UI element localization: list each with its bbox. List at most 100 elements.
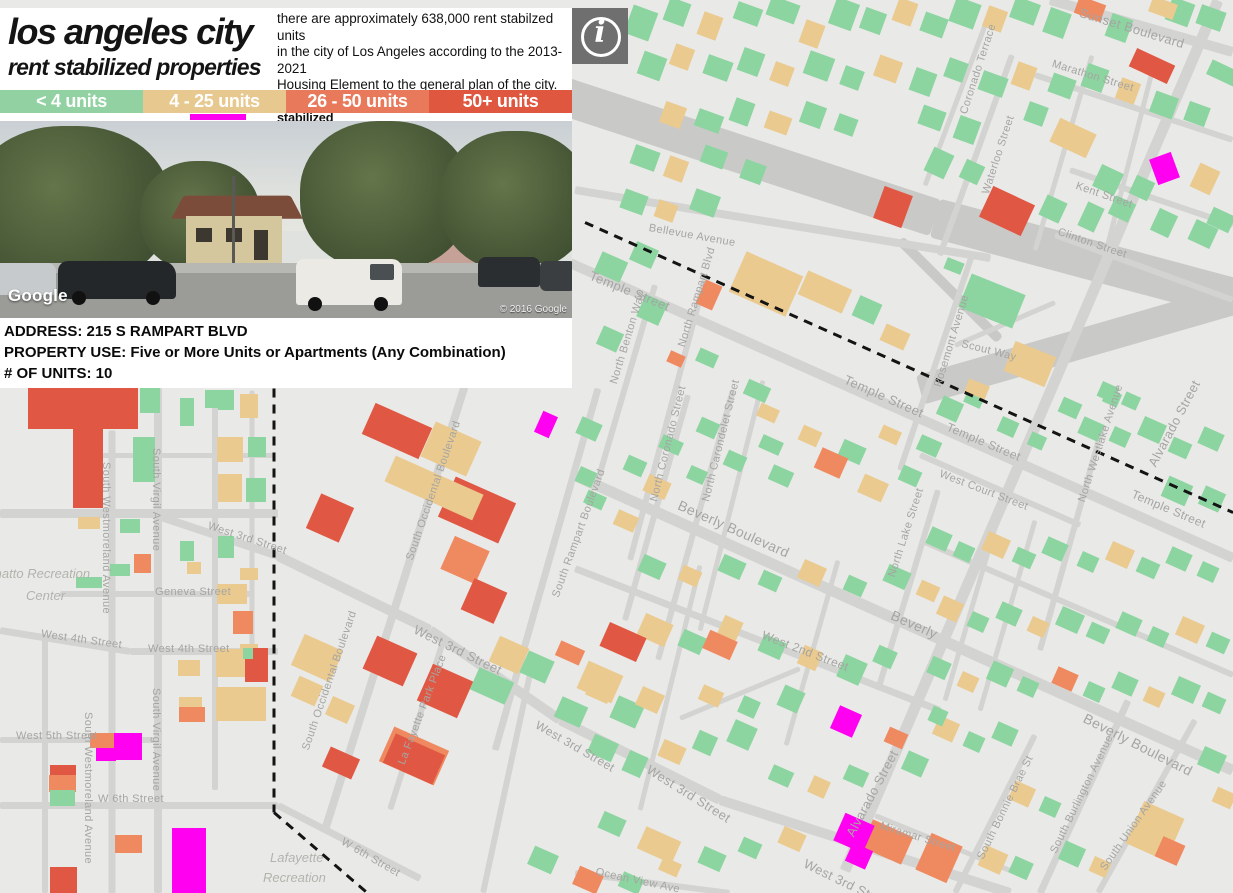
parcel[interactable] [1049,117,1097,159]
parcel[interactable] [28,387,138,429]
parcel[interactable] [440,535,490,585]
parcel[interactable] [180,541,194,561]
parcel[interactable] [629,144,661,172]
parcel[interactable] [597,810,627,838]
parcel[interactable] [797,424,823,448]
parcel[interactable] [636,826,682,864]
parcel[interactable] [802,50,836,82]
parcel[interactable] [218,536,234,558]
parcel[interactable] [851,295,883,325]
parcel[interactable] [460,578,508,624]
parcel[interactable] [996,416,1020,438]
parcel[interactable] [305,493,355,543]
parcel[interactable] [943,257,965,275]
parcel[interactable] [763,110,793,136]
parcel[interactable] [637,553,667,581]
parcel[interactable] [243,648,253,659]
highlighted-parcel[interactable] [96,748,116,761]
parcel[interactable] [857,473,889,503]
highlighted-parcel[interactable] [829,705,863,738]
parcel[interactable] [736,46,766,78]
parcel[interactable] [662,0,692,28]
parcel[interactable] [758,434,784,456]
parcel[interactable] [1038,796,1062,818]
parcel[interactable] [697,845,727,873]
parcel[interactable] [1205,631,1231,655]
parcel[interactable] [1135,556,1161,580]
parcel[interactable] [180,398,194,426]
parcel[interactable] [995,601,1023,627]
parcel[interactable] [1042,7,1072,39]
parcel[interactable] [140,387,160,413]
parcel[interactable] [1077,201,1105,233]
parcel[interactable] [240,394,258,418]
parcel[interactable] [915,579,941,603]
parcel[interactable] [872,54,904,84]
parcel[interactable] [797,270,853,314]
parcel[interactable] [1023,101,1049,127]
highlighted-parcel[interactable] [172,828,206,893]
parcel[interactable] [218,390,234,410]
parcel[interactable] [179,697,202,707]
parcel[interactable] [956,671,980,693]
parcel[interactable] [576,660,624,704]
parcel[interactable] [728,251,804,317]
parcel[interactable] [1076,551,1100,573]
parcel[interactable] [110,564,130,576]
parcel[interactable] [728,97,756,127]
parcel[interactable] [324,695,356,725]
parcel[interactable] [756,402,780,424]
parcel[interactable] [1201,691,1227,715]
parcel[interactable] [1148,0,1178,20]
parcel[interactable] [839,65,865,91]
highlighted-parcel[interactable] [114,733,142,760]
parcel[interactable] [218,474,242,502]
highlighted-parcel[interactable] [534,410,558,439]
parcel[interactable] [1197,426,1225,452]
parcel[interactable] [962,731,986,753]
parcel[interactable] [662,155,690,183]
parcel[interactable] [765,0,801,25]
parcel[interactable] [50,790,75,806]
parcel[interactable] [717,553,747,581]
parcel[interactable] [1120,391,1142,411]
parcel[interactable] [217,584,247,604]
parcel[interactable] [798,100,828,130]
parcel[interactable] [858,6,888,36]
parcel[interactable] [527,845,559,875]
parcel[interactable] [872,644,898,670]
parcel[interactable] [76,577,102,588]
parcel[interactable] [732,1,764,27]
parcel[interactable] [658,856,682,878]
parcel[interactable] [1174,615,1206,645]
parcel[interactable] [695,347,719,369]
parcel[interactable] [1009,0,1041,26]
parcel[interactable] [742,378,772,404]
parcel[interactable] [769,61,795,87]
parcel[interactable] [50,765,76,777]
parcel[interactable] [178,660,200,676]
parcel[interactable] [246,478,266,502]
parcel[interactable] [233,611,253,634]
parcel[interactable] [1149,207,1179,239]
parcel[interactable] [90,733,114,748]
parcel[interactable] [1011,546,1037,570]
parcel[interactable] [917,104,947,132]
parcel[interactable] [1165,546,1193,572]
parcel[interactable] [726,719,758,751]
parcel[interactable] [1111,671,1139,697]
highlighted-parcel[interactable] [1149,151,1180,186]
parcel[interactable] [948,0,982,30]
parcel[interactable] [702,54,734,82]
parcel[interactable] [623,4,659,42]
parcel[interactable] [696,11,724,41]
parcel[interactable] [767,464,795,488]
parcel[interactable] [919,11,949,39]
parcel[interactable] [908,66,938,98]
parcel[interactable] [767,764,795,788]
parcel[interactable] [833,113,859,137]
parcel[interactable] [900,750,930,778]
parcel[interactable] [1211,786,1233,810]
parcel[interactable] [891,0,919,27]
parcel[interactable] [1104,540,1136,570]
